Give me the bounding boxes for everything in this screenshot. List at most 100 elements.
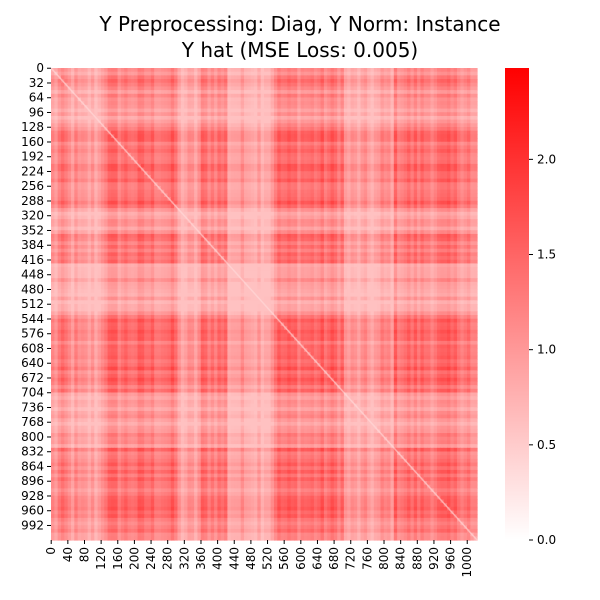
heatmap-cell [177,71,182,76]
heatmap-cell [340,75,345,80]
heatmap-cell [323,75,328,80]
heatmap-cell [423,68,428,73]
heatmap-cell [340,79,345,84]
heatmap-cell [343,71,348,76]
heatmap-cell [460,79,465,84]
heatmap-cell [170,79,175,84]
heatmap-cell [230,79,235,84]
heatmap-cell [117,71,122,76]
heatmap-cell [184,75,189,80]
heatmap-cell [177,82,182,88]
heatmap-cell [144,71,149,76]
heatmap-cell [124,75,129,80]
heatmap-cell [90,68,95,73]
heatmap-cell [360,71,365,76]
heatmap-cell [97,86,102,91]
heatmap-cell [80,79,85,84]
heatmap-cell [264,68,268,73]
heatmap-cell [110,82,115,88]
heatmap-cell [393,82,398,88]
heatmap-cell [450,71,455,76]
heatmap-cell [227,68,232,73]
heatmap-cell [94,71,99,76]
heatmap-cell [244,86,248,91]
heatmap-cell [340,86,345,91]
heatmap-cell [164,71,169,76]
heatmap-cell [214,82,219,88]
heatmap-cell [300,68,305,73]
heatmap-cell [393,86,398,91]
heatmap-cell [217,82,222,88]
heatmap-cell [417,82,422,88]
heatmap-cell [310,79,315,84]
heatmap-cell [90,79,95,84]
heatmap-cell [74,71,79,76]
heatmap-cell [220,75,225,80]
heatmap-cell [144,86,149,91]
heatmap-cell [470,86,475,91]
heatmap-cell [267,86,272,91]
heatmap-cell [240,79,245,84]
heatmap-cell [350,86,355,91]
heatmap-cell [473,130,478,135]
heatmap-cell [250,75,255,80]
heatmap-cell [160,86,165,91]
heatmap-cell [400,79,405,84]
heatmap-cell [457,71,461,76]
heatmap-cell [174,71,179,76]
heatmap-cell [51,75,55,80]
heatmap-cell [367,71,372,76]
heatmap-cell [214,86,219,91]
heatmap-cell [283,86,288,91]
heatmap-cell [473,141,478,147]
heatmap-cell [450,82,455,88]
heatmap-cell [107,75,112,80]
heatmap-cell [197,68,202,73]
heatmap-cell [160,79,165,84]
heatmap-cell [280,79,285,84]
heatmap-cell [130,79,135,84]
heatmap-cell [383,68,388,73]
heatmap-cell [347,86,352,91]
heatmap-cell [264,82,268,88]
heatmap-cell [220,86,225,91]
heatmap-cell [207,79,212,84]
heatmap-cell [97,71,102,76]
heatmap-cell [473,171,478,176]
heatmap-cell [144,90,149,95]
heatmap-cell [357,68,362,73]
heatmap-cell [473,200,478,206]
heatmap-cell [190,86,195,91]
heatmap-cell [97,79,102,84]
heatmap-cell [300,86,305,91]
heatmap-cell [104,75,109,80]
heatmap-cell [323,71,328,76]
heatmap-cell [290,82,295,88]
heatmap-cell [167,71,172,76]
heatmap-cell [457,79,461,84]
heatmap-cell [473,152,478,158]
heatmap-cell [54,75,59,80]
heatmap-cell [197,71,202,76]
heatmap-cell [280,75,285,80]
heatmap-cell [297,82,302,88]
heatmap-cell [280,68,285,73]
heatmap-cell [327,86,332,91]
heatmap-cell [60,82,65,88]
heatmap-cell [100,71,105,76]
heatmap-cell [467,82,471,88]
heatmap-cell [180,68,185,73]
heatmap-cell [217,86,222,91]
heatmap-cell [353,86,358,91]
heatmap-cell [313,86,318,91]
heatmap-cell [327,68,332,73]
heatmap-cell [293,86,298,91]
heatmap-cell [363,75,368,80]
heatmap-cell [207,82,212,88]
heatmap-cell [187,79,192,84]
heatmap-cell [473,123,478,128]
heatmap-cell [110,68,115,73]
heatmap-cell [240,71,245,76]
heatmap-cell [460,86,465,91]
heatmap-cell [244,82,248,88]
